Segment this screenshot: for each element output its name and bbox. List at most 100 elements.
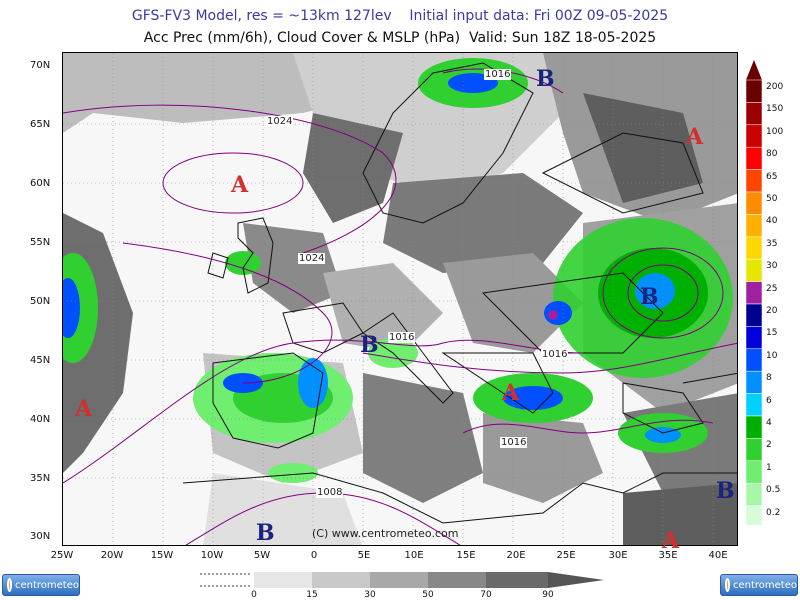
precip-scale-swatch — [745, 191, 763, 215]
lat-label-50n: 50N — [30, 296, 51, 307]
map-canvas — [63, 53, 737, 545]
low-pressure-center-france: B — [360, 332, 379, 358]
lat-label-60n: 60N — [30, 178, 51, 189]
precip-scale-swatch — [745, 348, 763, 372]
lon-label-10e: 10E — [404, 550, 424, 561]
lon-label-15w: 15W — [150, 550, 174, 561]
lon-label-5w: 5W — [253, 550, 271, 561]
precip-scale-label: 30 — [766, 261, 778, 272]
precip-scale-label: 8 — [766, 373, 772, 384]
precip-scale-swatch — [745, 415, 763, 439]
cloud-scale-label: 15 — [306, 590, 318, 600]
lon-label-25e: 25E — [556, 550, 576, 561]
lat-label-65n: 65N — [30, 119, 51, 130]
precip-scale-swatch — [745, 505, 763, 525]
scale-arrow — [746, 60, 762, 80]
cloud-scale-swatch — [428, 572, 486, 588]
cloud-scale-swatch — [254, 572, 312, 588]
isobar-label: 1016 — [541, 349, 569, 360]
precip-scale-label: 25 — [766, 283, 778, 294]
cloud-scale-swatch — [370, 572, 428, 588]
precip-scale-swatch — [745, 393, 763, 417]
precip-scale-swatch — [745, 258, 763, 282]
coastlines — [182, 62, 737, 524]
high-pressure-center-east: A — [662, 528, 680, 554]
high-pressure-center-west: A — [75, 396, 93, 422]
precip-scale-label: 200 — [766, 82, 784, 92]
isobar-label: 1024 — [266, 116, 294, 127]
precip-scale-swatch — [745, 214, 763, 238]
precip-scale-label: 0.2 — [766, 507, 781, 518]
map-title-line2: Acc Prec (mm/6h), Cloud Cover & MSLP (hP… — [143, 30, 657, 46]
precip-scale-label: 20 — [766, 306, 778, 316]
isobar-label: 1008 — [316, 487, 344, 498]
precip-scale-swatch — [745, 303, 763, 327]
precipitation-layer — [63, 58, 733, 483]
lat-label-35n: 35N — [30, 473, 51, 484]
isobar-label: 1016 — [484, 69, 512, 80]
cloud-scale-swatch — [312, 572, 370, 588]
cloud-scale-label: 0 — [251, 590, 257, 600]
precip-scale-label: 65 — [766, 171, 778, 182]
precip-scale-label: 40 — [766, 216, 778, 227]
centrometeo-logo-right[interactable]: centrometeo — [720, 574, 798, 596]
lon-label-0: 0 — [310, 550, 318, 561]
logo-text: centrometeo — [732, 579, 797, 591]
precip-scale-swatch — [745, 460, 763, 484]
high-pressure-center-balkans: A — [502, 380, 520, 406]
precip-scale-label: 100 — [766, 126, 784, 137]
lon-label-35e: 35E — [658, 550, 678, 561]
lat-label-40n: 40N — [30, 414, 51, 425]
lat-label-45n: 45N — [30, 355, 51, 366]
precip-scale-swatch — [745, 102, 763, 126]
precip-scale-label: 1 — [766, 462, 772, 473]
low-pressure-center-middle-east: B — [716, 478, 735, 504]
precip-scale-swatch — [745, 236, 763, 260]
isobar-label: 1024 — [298, 253, 326, 264]
precip-scale-swatch — [745, 281, 763, 305]
cloud-scale-swatch — [486, 572, 548, 588]
graticule — [63, 53, 737, 545]
precip-scale-swatch — [745, 79, 763, 103]
precip-scale-label: 15 — [766, 328, 778, 339]
lon-label-20w: 20W — [100, 550, 124, 561]
precip-scale-swatch — [745, 326, 763, 350]
precip-scale-label: 4 — [766, 418, 772, 428]
low-pressure-center-scandinavia: B — [536, 66, 555, 92]
precip-scale-swatch — [745, 146, 763, 170]
weather-map — [62, 52, 738, 546]
lon-label-5e: 5E — [357, 550, 371, 561]
lon-label-20e: 20E — [506, 550, 526, 561]
cloud-scale-label: 90 — [542, 590, 554, 600]
lon-label-25w: 25W — [50, 550, 74, 561]
precip-scale-label: 50 — [766, 194, 778, 204]
cloud-scale-arrow — [548, 572, 604, 588]
precip-scale-label: 6 — [766, 395, 772, 406]
precip-scale-label: 150 — [766, 104, 784, 115]
precip-scale-swatch — [745, 124, 763, 148]
logo-icon — [725, 578, 730, 592]
lat-label-55n: 55N — [30, 237, 51, 248]
precip-scale-label: 35 — [766, 238, 778, 249]
lat-label-30n: 30N — [30, 531, 51, 542]
high-pressure-center-russia: A — [686, 124, 704, 150]
isobar-label: 1016 — [388, 332, 416, 343]
lon-label-40e: 40E — [708, 550, 728, 561]
lon-label-10w: 10W — [200, 550, 224, 561]
precip-scale-swatch — [745, 438, 763, 462]
cloud-scale-label: 70 — [480, 590, 492, 600]
map-title-line1: GFS-FV3 Model, res = ~13km 127lev Initia… — [131, 8, 669, 24]
precip-scale-swatch — [745, 169, 763, 193]
centrometeo-logo-left[interactable]: centrometeo — [2, 574, 80, 596]
precip-scale-swatch — [745, 370, 763, 394]
low-pressure-center-north-africa: B — [256, 520, 275, 546]
precip-scale-label: 80 — [766, 149, 778, 160]
copyright-text: (C) www.centrometeo.com — [312, 527, 459, 540]
cloud-scale-label: 30 — [364, 590, 376, 600]
isobar-label: 1016 — [500, 437, 528, 448]
precip-scale-label: 2 — [766, 440, 772, 451]
precip-scale-label: 10 — [766, 350, 778, 361]
low-pressure-center-ukraine: B — [640, 284, 659, 310]
precip-scale-swatch — [745, 482, 763, 506]
precip-scale-svg — [745, 60, 763, 525]
